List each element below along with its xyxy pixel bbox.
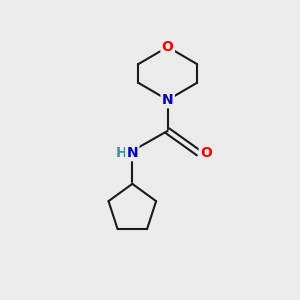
Text: O: O (200, 146, 212, 160)
Text: N: N (162, 93, 173, 107)
Text: O: O (162, 40, 174, 54)
Text: N: N (127, 146, 138, 160)
Text: H: H (116, 146, 128, 160)
